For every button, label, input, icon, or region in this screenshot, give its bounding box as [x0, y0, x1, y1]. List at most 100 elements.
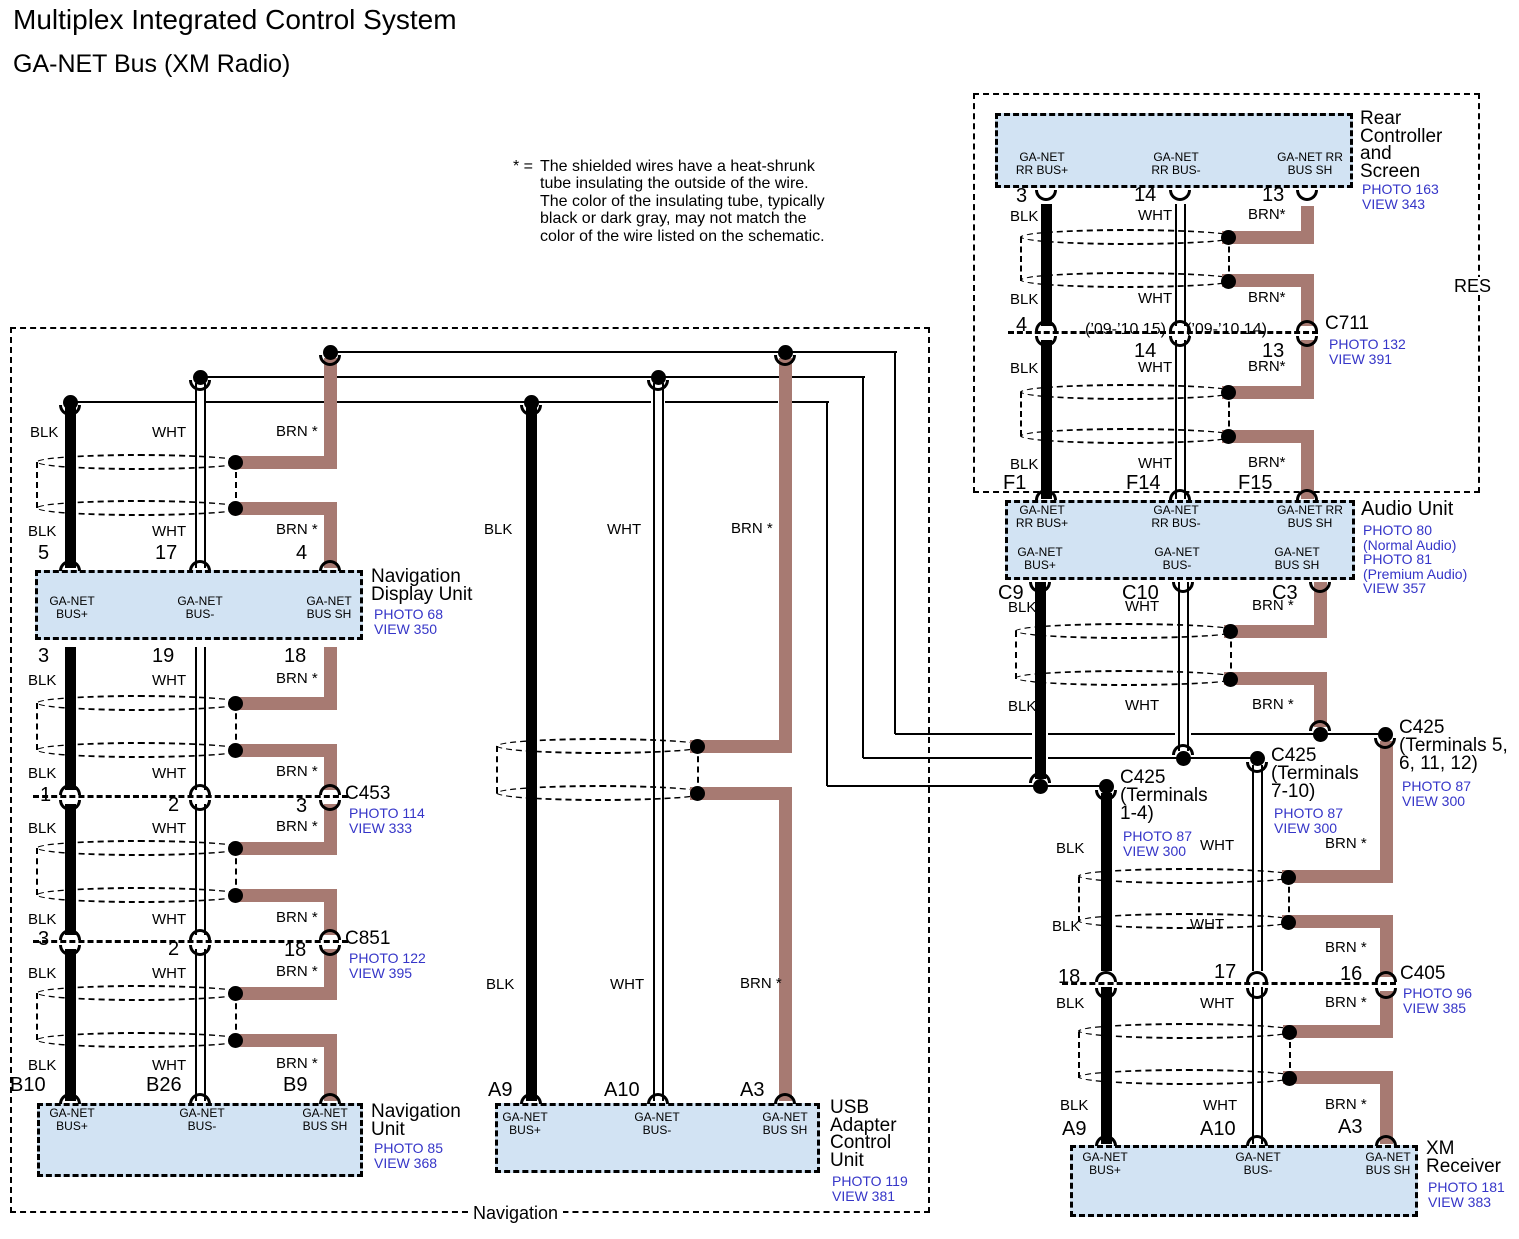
wire-segment [206, 376, 779, 378]
unit-ref-audio-unit: PHOTO 80 (Normal Audio) PHOTO 81 (Premiu… [1363, 522, 1468, 596]
wire-color-label: BLK [1010, 456, 1039, 473]
wire-color-label: BRN * [276, 963, 318, 980]
wire-segment [1048, 733, 1175, 735]
unit-ref-usb-adapter-control-unit: PHOTO 119 VIEW 381 [832, 1173, 908, 1204]
wire-color-label: BRN* [1248, 358, 1286, 375]
brown-wire-segment [238, 1034, 337, 1047]
wire-color-label: BLK [28, 765, 57, 782]
connector-ref-C711: PHOTO 132 VIEW 391 [1329, 336, 1406, 367]
terminal-label: GA-NET BUS- [177, 594, 223, 621]
connector-ref-C453: PHOTO 114 VIEW 333 [349, 805, 425, 836]
connector-label-C425-7-10: C425 (Terminals 7-10) [1271, 745, 1359, 802]
terminal-arc [1169, 320, 1191, 331]
shield-note-marker: * = [513, 158, 534, 175]
shield-ellipse [1020, 384, 1236, 400]
terminal-arc [1029, 772, 1051, 783]
unit-title-navigation-unit: Navigation Unit [371, 1101, 461, 1140]
terminal-arc [189, 800, 211, 811]
brown-wire-segment [1222, 430, 1314, 443]
pin-label: A3 [1338, 1116, 1363, 1138]
wire-color-label: BRN * [731, 520, 773, 537]
terminal-arc [1169, 190, 1191, 201]
pin-label: 3 [38, 645, 50, 667]
terminal-arc [1246, 971, 1268, 982]
unit-ref-xm-receiver: PHOTO 181 VIEW 383 [1428, 1179, 1505, 1210]
brown-wire-segment [238, 842, 337, 855]
terminal-arc [319, 355, 341, 366]
brown-wire-segment [323, 889, 337, 935]
brown-wire-segment [1379, 915, 1393, 977]
wire-segment [827, 785, 1106, 787]
wire-segment [64, 804, 76, 935]
unit-title-rear-controller-screen: Rear Controller and Screen [1360, 108, 1443, 182]
shield-dash-vertical [1289, 1032, 1291, 1078]
brown-wire-segment [323, 647, 337, 710]
terminal-arc [59, 945, 81, 956]
shield-ellipse [1078, 868, 1296, 884]
terminal-arc [1309, 720, 1331, 731]
pin-label: 2 [168, 794, 180, 816]
brown-wire-segment [323, 502, 337, 568]
unit-box-navigation-unit [37, 1103, 363, 1177]
wire-color-label: BLK [1056, 995, 1085, 1012]
junction-dot [227, 1032, 243, 1048]
terminal-arc [1246, 988, 1268, 999]
wire-segment [1174, 204, 1186, 326]
pin-label: 19 [152, 645, 175, 667]
pin-label: 13 [1262, 340, 1285, 362]
shield-ellipse [1078, 1069, 1296, 1085]
wire-color-label: WHT [1138, 290, 1173, 307]
pin-label: 18 [284, 939, 307, 961]
junction-dot [227, 695, 243, 711]
wire-segment [792, 401, 829, 403]
pin-label-year-range: (’09-’10 15) [1085, 321, 1166, 338]
terminal-arc [59, 405, 81, 416]
brown-wire-segment [1282, 870, 1393, 883]
connector-label-C425-5-6-11-12: C425 (Terminals 5, 6, 11, 12) [1399, 717, 1508, 774]
wire-color-label: BLK [1052, 918, 1081, 935]
shield-dash-vertical [36, 462, 38, 508]
wire-color-label: WHT [152, 424, 187, 441]
shield-ellipse [1020, 428, 1236, 444]
wire-color-label: BLK [28, 1057, 57, 1074]
wire-color-label: WHT [152, 1057, 187, 1074]
wire-color-label: BRN * [276, 670, 318, 687]
terminal-label: GA-NET BUS SH [1274, 545, 1320, 572]
terminal-arc [1172, 744, 1194, 755]
terminal-arc [319, 800, 341, 811]
wire-color-label: BLK [28, 672, 57, 689]
wire-segment [665, 401, 778, 403]
junction-dot [1220, 273, 1236, 289]
wire-segment [791, 376, 865, 378]
pin-label: A10 [1200, 1118, 1236, 1140]
wire-color-label: BRN * [1252, 696, 1294, 713]
brown-wire-segment [238, 456, 337, 469]
pin-label: C3 [1272, 582, 1298, 604]
wire-color-label: WHT [1200, 837, 1235, 854]
brown-wire-segment [1283, 1071, 1393, 1084]
pin-label: 17 [1214, 961, 1237, 983]
pin-label: 17 [155, 542, 178, 564]
brown-wire-segment [690, 739, 792, 753]
wire-segment [895, 733, 1032, 735]
terminal-arc [1375, 1135, 1397, 1146]
pin-label: F15 [1238, 472, 1273, 494]
shield-dash-vertical [1230, 631, 1232, 679]
wire-color-label: WHT [1203, 1097, 1238, 1114]
junction-dot [1220, 229, 1236, 245]
pin-label: F14 [1126, 472, 1161, 494]
shield-dash-vertical [1078, 1032, 1080, 1078]
unit-ref-navigation-display-unit: PHOTO 68 VIEW 350 [374, 606, 443, 637]
wire-color-label: BRN * [1325, 1096, 1367, 1113]
pin-label: 4 [296, 542, 308, 564]
junction-dot [227, 500, 243, 516]
wire-color-label: WHT [152, 820, 187, 837]
wire-segment [194, 647, 206, 790]
wire-segment [1040, 340, 1052, 499]
shield-dash-vertical [36, 848, 38, 895]
wire-color-label: BLK [1008, 599, 1037, 616]
brown-wire-segment [238, 987, 337, 1000]
wire-segment [525, 406, 537, 1101]
shield-ellipse [496, 785, 705, 801]
